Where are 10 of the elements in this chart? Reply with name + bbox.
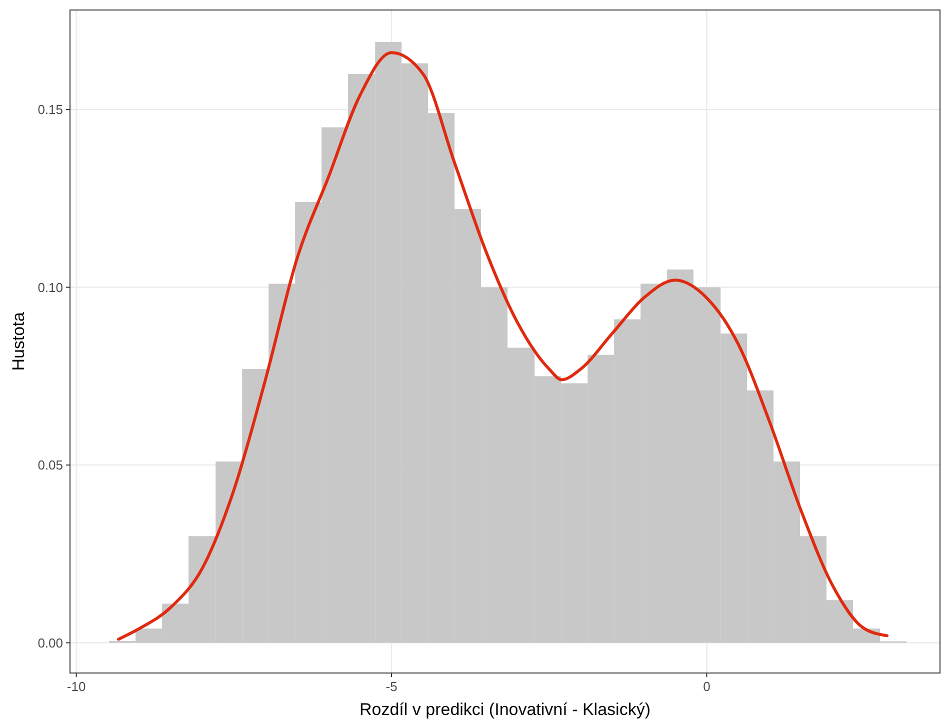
line-series: [117, 51, 889, 641]
y-tick-label: 0.00: [38, 635, 63, 650]
y-tick-label: 0.05: [38, 458, 63, 473]
x-tick-label: -10: [66, 679, 86, 694]
y-axis-title: Hustota: [9, 312, 28, 371]
y-tick-label: 0.15: [38, 102, 63, 118]
x-axis-title: Rozdíl v predikci (Inovativní - Klasický): [360, 700, 650, 719]
x-tick-label: 0: [703, 679, 710, 694]
x-tick-label: -5: [386, 679, 398, 694]
y-tick-label: 0.10: [38, 280, 63, 295]
